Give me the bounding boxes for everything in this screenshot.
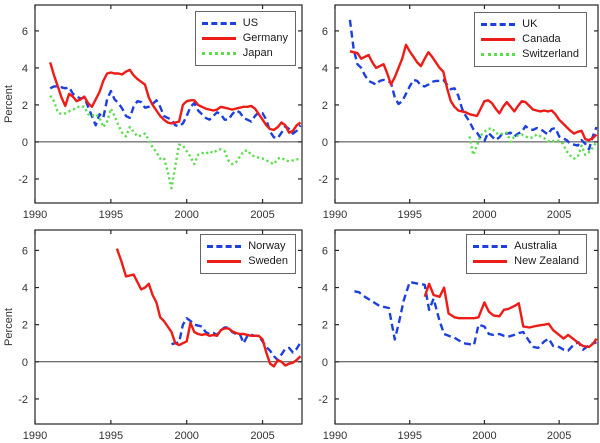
legend-top-right: UK Canada Switzerland xyxy=(474,12,587,67)
line-switzerland xyxy=(468,126,598,160)
legend-line-sample-dotted-icon xyxy=(201,52,236,55)
y-tick-label: 4 xyxy=(322,283,328,295)
line-new-zealand xyxy=(423,282,598,349)
legend-label-switzerland: Switzerland xyxy=(522,48,579,60)
line-australia xyxy=(354,280,597,352)
y-tick-label: -2 xyxy=(318,174,328,186)
x-tick-label: 1990 xyxy=(23,209,47,221)
x-tick-label: 2005 xyxy=(250,209,274,221)
chart-top-left: 1990 1995 2000 2005 -2 0 2 4 6 Percent xyxy=(3,4,303,221)
legend-line-sample-dashed-icon xyxy=(207,245,242,248)
axis-box xyxy=(334,229,599,425)
legend-item-australia: Australia xyxy=(473,239,579,254)
panel-bottom-right: 1990 1995 2000 2005 -2 0 2 4 6 Australia New Zeala… xyxy=(300,219,600,443)
y-tick-label: 4 xyxy=(22,283,28,295)
line-us xyxy=(49,85,302,140)
legend-label-uk: UK xyxy=(522,18,538,30)
legend-item-new-zealand: New Zealand xyxy=(473,254,579,269)
legend-label-us: US xyxy=(242,17,259,29)
legend-top-left: US Germany Japan xyxy=(194,11,296,66)
legend-label-new-zealand: New Zealand xyxy=(514,255,579,267)
y-tick-label: 6 xyxy=(322,26,328,38)
legend-item-us: US xyxy=(201,16,288,31)
legend-item-canada: Canada xyxy=(481,32,579,47)
x-tick-label: 2000 xyxy=(174,430,198,442)
legend-line-sample-dashed-icon xyxy=(473,245,508,248)
panel-top-left: 1990 1995 2000 2005 -2 0 2 4 6 Percent US Germany Ja… xyxy=(0,0,303,224)
x-tick-label: 2005 xyxy=(547,430,571,442)
y-axis-label: Percent xyxy=(3,85,15,123)
legend-label-australia: Australia xyxy=(514,240,557,252)
x-tick-label: 2000 xyxy=(472,430,496,442)
x-tick-label: 2005 xyxy=(250,430,274,442)
legend-item-japan: Japan xyxy=(201,46,288,61)
y-tick-label: 0 xyxy=(22,357,28,369)
y-tick-label: 4 xyxy=(322,63,328,75)
y-tick-label: 6 xyxy=(322,245,328,257)
axis-box xyxy=(34,4,303,204)
legend-label-canada: Canada xyxy=(522,33,561,45)
legend-item-sweden: Sweden xyxy=(207,254,288,269)
chart-top-right: 1990 1995 2000 2005 -2 0 2 4 6 xyxy=(318,4,599,221)
x-tick-label: 1990 xyxy=(323,209,347,221)
axis-box xyxy=(334,4,599,204)
legend-item-norway: Norway xyxy=(207,239,288,254)
legend-label-germany: Germany xyxy=(242,32,288,44)
line-germany xyxy=(49,62,302,134)
y-tick-label: 2 xyxy=(322,100,328,112)
legend-label-sweden: Sweden xyxy=(248,255,288,267)
x-tick-label: 2000 xyxy=(472,209,496,221)
legend-bottom-right: Australia New Zealand xyxy=(466,234,587,274)
legend-item-germany: Germany xyxy=(201,31,288,46)
legend-line-sample-solid-icon xyxy=(481,38,516,41)
chart-bottom-left: 1990 1995 2000 2005 -2 0 2 4 6 Percent xyxy=(3,229,303,442)
legend-line-sample-dashed-icon xyxy=(201,22,236,25)
y-tick-label: 2 xyxy=(22,320,28,332)
x-tick-label: 1995 xyxy=(99,209,123,221)
x-tick-label: 1995 xyxy=(397,209,421,221)
legend-item-uk: UK xyxy=(481,17,579,32)
y-tick-label: -2 xyxy=(18,174,28,186)
x-tick-label: 2000 xyxy=(174,209,198,221)
x-tick-label: 1990 xyxy=(23,430,47,442)
legend-line-sample-solid-icon xyxy=(473,260,508,263)
legend-label-norway: Norway xyxy=(248,240,286,252)
legend-line-sample-dotted-icon xyxy=(481,53,516,56)
y-tick-label: 2 xyxy=(22,100,28,112)
line-canada xyxy=(349,43,598,142)
y-tick-label: 0 xyxy=(22,137,28,149)
y-tick-label: 6 xyxy=(22,245,28,257)
axis-box xyxy=(34,229,303,425)
y-tick-label: 6 xyxy=(22,26,28,38)
legend-item-switzerland: Switzerland xyxy=(481,47,579,62)
legend-line-sample-solid-icon xyxy=(207,260,242,263)
line-sweden xyxy=(115,248,302,368)
y-tick-label: 2 xyxy=(322,320,328,332)
legend-line-sample-dashed-icon xyxy=(481,23,516,26)
legend-label-japan: Japan xyxy=(242,47,273,59)
panel-top-right: 1990 1995 2000 2005 -2 0 2 4 6 UK Canada Switzerlan… xyxy=(300,0,600,224)
legend-bottom-left: Norway Sweden xyxy=(200,234,296,274)
chart-bottom-right: 1990 1995 2000 2005 -2 0 2 4 6 xyxy=(318,229,599,442)
y-tick-label: 0 xyxy=(322,357,328,369)
x-tick-label: 1995 xyxy=(99,430,123,442)
y-tick-label: 4 xyxy=(22,63,28,75)
y-tick-label: -2 xyxy=(18,394,28,406)
y-axis-label: Percent xyxy=(3,308,15,346)
x-tick-label: 1995 xyxy=(397,430,421,442)
x-tick-label: 2005 xyxy=(547,209,571,221)
x-tick-label: 1990 xyxy=(323,430,347,442)
y-tick-label: -2 xyxy=(318,394,328,406)
panel-bottom-left: 1990 1995 2000 2005 -2 0 2 4 6 Percent Norway Swede… xyxy=(0,219,303,443)
y-tick-label: 0 xyxy=(322,137,328,149)
line-japan xyxy=(49,95,301,190)
legend-line-sample-solid-icon xyxy=(201,37,236,40)
